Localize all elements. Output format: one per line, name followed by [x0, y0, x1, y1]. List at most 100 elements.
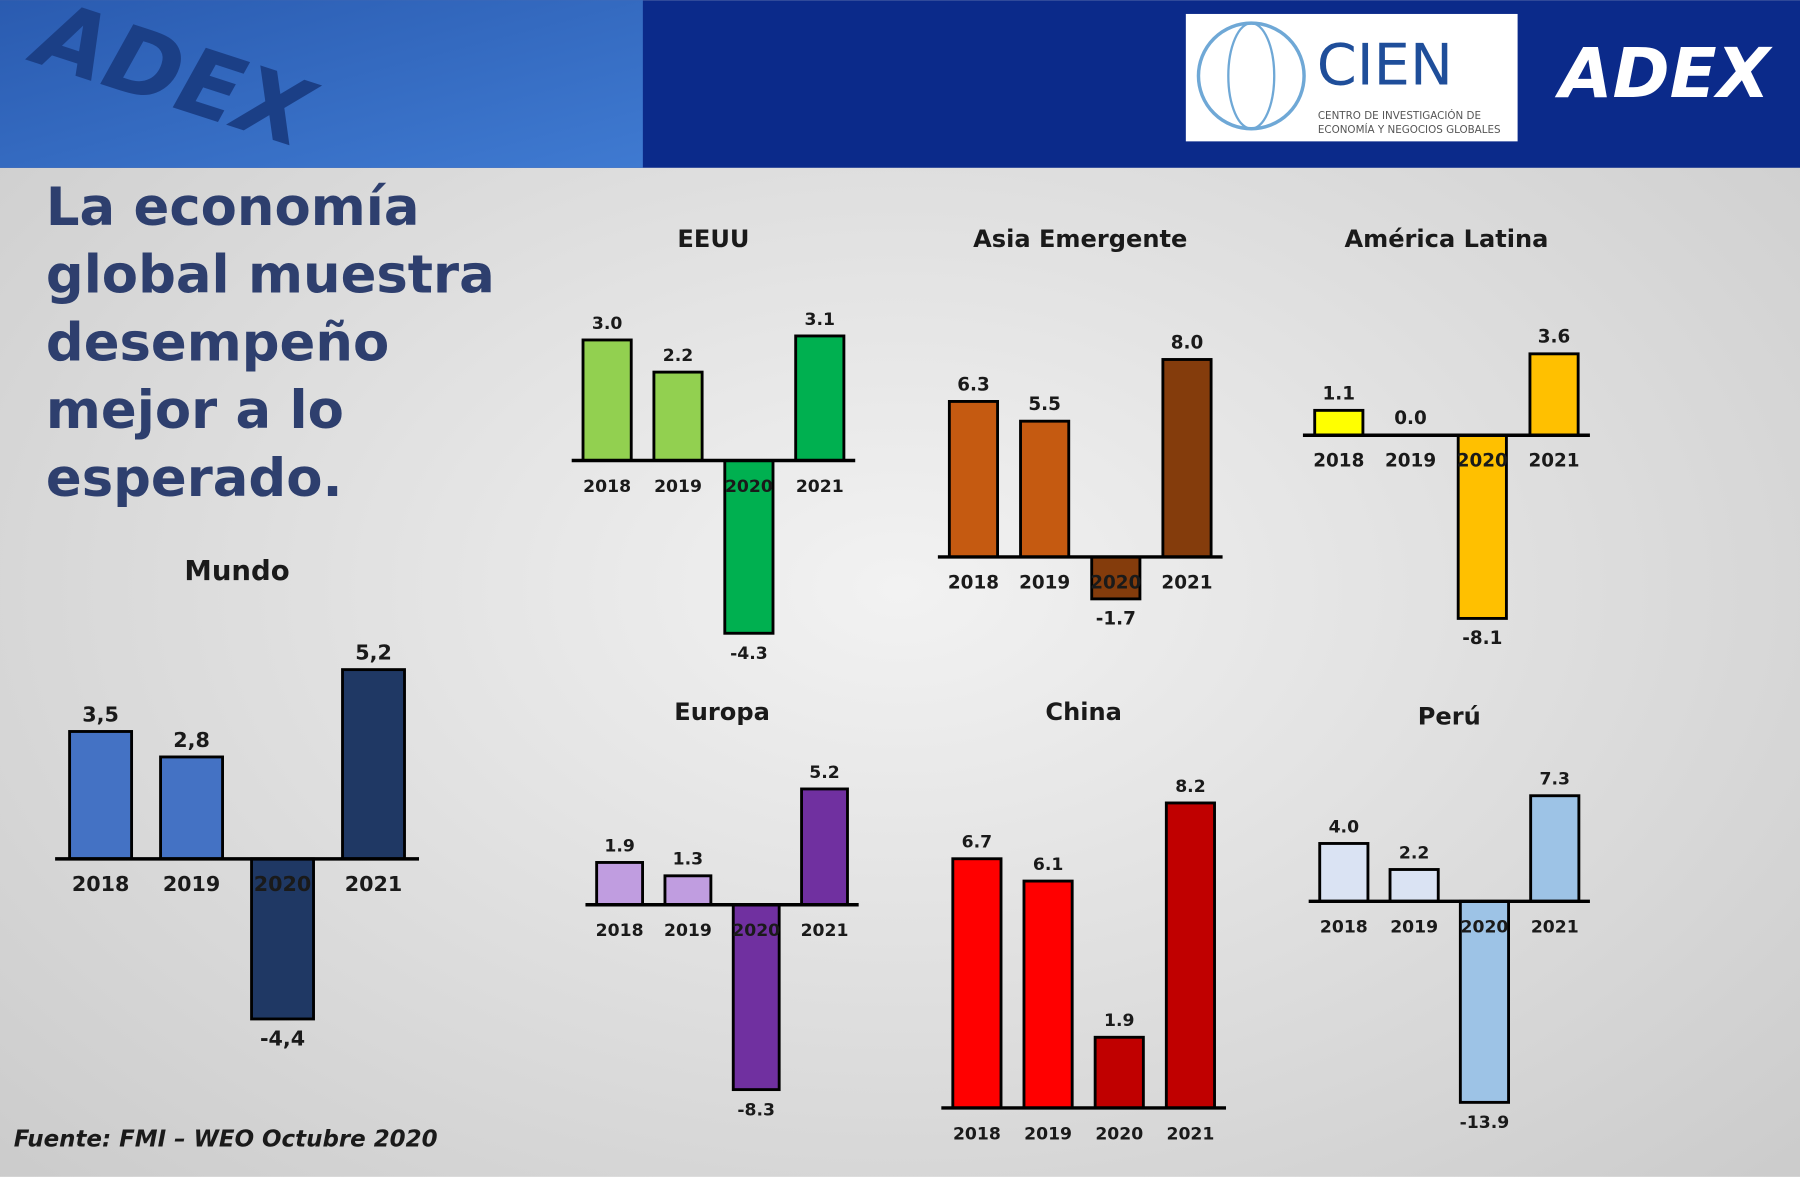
bar — [951, 857, 1003, 1110]
bar-chart: China 6.7 2018 6.1 2019 1.9 2020 8.2 2021 — [941, 698, 1227, 1144]
charts: Mundo 3,5 2018 2,8 2019 -4,4 2020 5,2 2021 EEUU 3.… — [55, 225, 1590, 1144]
brand: ADEX — [1554, 34, 1772, 114]
bar — [1161, 358, 1213, 559]
value-label: 4.0 — [1329, 817, 1360, 837]
bar — [1019, 419, 1071, 559]
logo-globe — [1227, 21, 1276, 130]
value-label: -1.7 — [1096, 609, 1136, 630]
value-label: 8.2 — [1175, 777, 1205, 797]
x-tick-label: 2020 — [1457, 451, 1508, 472]
logo-subtitle: ECONOMÍA Y NEGOCIOS GLOBALES — [1318, 123, 1501, 136]
bar-chart: EEUU 3.0 2018 2.2 2019 -4.3 2020 3.1 2021 — [571, 225, 856, 664]
x-tick-label: 2020 — [725, 477, 773, 497]
chart-title: Asia Emergente — [973, 225, 1187, 253]
value-label: 2.2 — [663, 346, 693, 366]
bar — [1529, 794, 1581, 903]
bar — [731, 903, 781, 1092]
x-tick-label: 2021 — [1531, 918, 1579, 938]
bar — [947, 400, 1000, 559]
x-tick-label: 2020 — [1090, 572, 1141, 593]
value-label: -4,4 — [260, 1027, 305, 1051]
value-label: 3,5 — [82, 702, 119, 726]
bar-chart: Mundo 3,5 2018 2,8 2019 -4,4 2020 5,2 2021 — [55, 555, 420, 1051]
x-tick-label: 2019 — [163, 872, 220, 896]
x-tick-label: 2019 — [654, 477, 702, 497]
chart-title: Mundo — [184, 555, 289, 587]
x-tick-label: 2019 — [1019, 572, 1070, 593]
value-label: -8.3 — [737, 1100, 775, 1120]
value-label: 6.1 — [1033, 855, 1063, 875]
slide-title-line: esperado. — [46, 448, 343, 509]
bar — [68, 730, 134, 861]
bar-chart: Perú 4.0 2018 2.2 2019 -13.9 2020 7.3 2021 — [1308, 703, 1590, 1133]
bar — [663, 874, 713, 907]
bar — [652, 370, 704, 462]
value-label: 3.1 — [805, 310, 835, 330]
x-tick-label: 2021 — [345, 872, 403, 896]
chart-title: Europa — [674, 698, 770, 726]
value-label: 5.5 — [1028, 394, 1061, 415]
bar-chart: Asia Emergente 6.3 2018 5.5 2019 -1.7 2020 8.0 2… — [937, 225, 1223, 630]
source: Fuente: FMI – WEO Octubre 2020 — [14, 1127, 438, 1153]
x-tick-label: 2019 — [664, 921, 712, 941]
bar — [1164, 801, 1216, 1110]
bar — [1313, 408, 1365, 437]
chart-title: América Latina — [1344, 225, 1548, 253]
value-label: -13.9 — [1460, 1113, 1510, 1133]
value-label: 1.9 — [1104, 1011, 1134, 1031]
value-label: 7.3 — [1540, 770, 1570, 790]
x-tick-label: 2020 — [732, 921, 780, 941]
x-tick-label: 2021 — [796, 477, 844, 497]
x-tick-label: 2018 — [583, 477, 631, 497]
value-label: 6.7 — [962, 833, 992, 853]
bar — [1022, 879, 1074, 1110]
bar — [341, 668, 406, 861]
bar — [794, 334, 846, 462]
bar — [1093, 1035, 1145, 1110]
x-tick-label: 2021 — [1166, 1124, 1214, 1144]
value-label: 6.3 — [957, 374, 990, 395]
x-tick-label: 2019 — [1024, 1124, 1072, 1144]
bar — [595, 861, 645, 907]
bar — [1388, 868, 1440, 903]
value-label: 3.0 — [592, 314, 623, 334]
logo-subtitle: CENTRO DE INVESTIGACIÓN DE — [1318, 109, 1481, 122]
x-tick-label: 2018 — [596, 921, 644, 941]
logo-text: CIEN — [1317, 32, 1453, 99]
value-label: 0.0 — [1394, 408, 1427, 429]
value-label: 5,2 — [355, 641, 392, 665]
value-label: -4.3 — [730, 644, 768, 664]
chart-title: Perú — [1418, 703, 1481, 731]
x-tick-label: 2020 — [1461, 918, 1509, 938]
value-label: 1.3 — [673, 850, 703, 870]
x-tick-label: 2019 — [1390, 918, 1438, 938]
chart-title: EEUU — [677, 225, 749, 253]
header-photo — [0, 0, 643, 168]
x-tick-label: 2020 — [254, 872, 312, 896]
x-tick-label: 2018 — [1313, 451, 1364, 472]
slide-title-line: La economía — [46, 177, 420, 238]
x-tick-label: 2021 — [801, 921, 849, 941]
x-tick-label: 2021 — [1528, 451, 1579, 472]
x-tick-label: 2020 — [1095, 1124, 1143, 1144]
chart-title: China — [1045, 698, 1122, 726]
value-label: -8.1 — [1462, 628, 1502, 649]
bar-chart: Europa 1.9 2018 1.3 2019 -8.3 2020 5.2 2021 — [585, 698, 859, 1120]
slide-title-line: global muestra — [46, 245, 495, 306]
value-label: 1.9 — [604, 836, 634, 856]
bar — [159, 755, 224, 861]
x-tick-label: 2019 — [1385, 451, 1436, 472]
x-tick-label: 2018 — [72, 872, 129, 896]
bar — [800, 787, 849, 907]
bar — [1528, 352, 1580, 437]
value-label: 1.1 — [1323, 383, 1356, 404]
value-label: 8.0 — [1171, 332, 1204, 353]
bar — [723, 459, 775, 635]
value-label: 2.2 — [1399, 843, 1429, 863]
x-tick-label: 2018 — [948, 572, 999, 593]
bar — [1318, 842, 1370, 903]
value-label: 2,8 — [173, 728, 210, 752]
